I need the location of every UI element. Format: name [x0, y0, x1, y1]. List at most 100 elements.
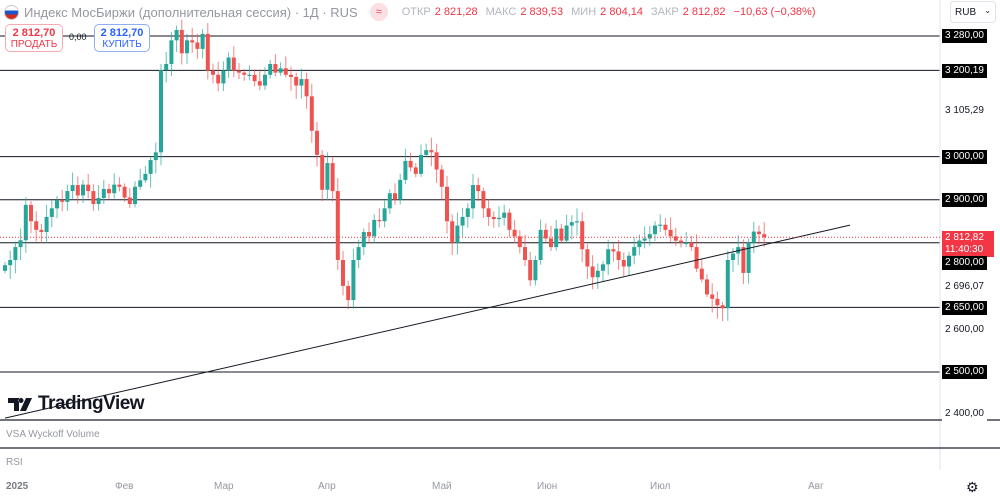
candle-body — [580, 221, 585, 250]
candle — [278, 62, 283, 76]
candle-body — [159, 70, 163, 153]
candle-body — [278, 68, 283, 73]
symbol-title[interactable]: Индекс МосБиржи (дополнительная сессия) … — [24, 4, 358, 20]
price-tick: 2 600,00 — [942, 323, 987, 337]
candle-body — [273, 64, 278, 73]
candle-body — [528, 260, 533, 281]
currency-select[interactable]: RUB ⌄ — [950, 1, 996, 23]
open-value: 2 821,28 — [434, 6, 478, 18]
candle-body — [679, 240, 683, 243]
candle — [138, 168, 143, 190]
candle-body — [122, 186, 127, 198]
candle-body — [762, 234, 767, 238]
rsi-pane-label[interactable]: RSI — [6, 457, 23, 468]
candle-body — [725, 260, 730, 309]
price-label-3200: 3 200,19 — [942, 64, 987, 78]
candle-body — [169, 40, 174, 65]
candle-body — [611, 249, 616, 252]
candle — [179, 19, 184, 65]
close-value: 2 812,82 — [682, 6, 726, 18]
candle — [382, 200, 387, 228]
candle — [627, 251, 631, 276]
candle — [315, 122, 319, 167]
candle — [533, 255, 538, 286]
candle-body — [65, 191, 70, 202]
candle — [668, 217, 673, 242]
candle — [679, 235, 683, 248]
currency-value: RUB — [955, 7, 977, 18]
candle-body — [543, 229, 548, 239]
candle — [242, 69, 247, 81]
candle — [8, 250, 13, 279]
candle-body — [335, 191, 340, 261]
candle-body — [429, 150, 434, 153]
candle — [153, 142, 158, 174]
trendline[interactable] — [4, 224, 851, 419]
candle — [512, 219, 517, 244]
candle — [361, 228, 366, 255]
candle-body — [512, 229, 517, 237]
candle-body — [465, 208, 470, 217]
candle-body — [705, 279, 709, 295]
sell-button[interactable]: 2 812,70 ПРОДАТЬ — [5, 24, 63, 52]
candle-body — [668, 229, 673, 237]
candle — [190, 27, 195, 53]
candle-body — [486, 208, 491, 217]
time-label: Май — [432, 481, 452, 492]
candle — [632, 237, 637, 265]
candle — [211, 63, 215, 84]
candle-body — [757, 231, 761, 235]
buy-button[interactable]: 2 812,70 КУПИТЬ — [94, 24, 150, 52]
candle-body — [23, 204, 28, 241]
candle-body — [491, 216, 496, 220]
gear-icon[interactable]: ⚙ — [966, 479, 979, 495]
candle — [174, 25, 179, 52]
candle-body — [642, 238, 647, 241]
candle — [746, 238, 751, 284]
candle-body — [91, 191, 96, 205]
candle-body — [44, 216, 49, 233]
candle-body — [533, 260, 538, 281]
candle-body — [18, 240, 23, 248]
candle — [465, 203, 470, 228]
candle — [247, 65, 252, 81]
price-label-2800: 2 800,00 — [942, 256, 987, 270]
candle-body — [60, 200, 65, 202]
candle-body — [299, 79, 304, 86]
candle-body — [81, 184, 85, 196]
candle — [762, 222, 767, 247]
candle-body — [601, 264, 605, 271]
price-label-2900: 2 900,00 — [942, 193, 987, 207]
candle — [689, 235, 694, 251]
candle — [86, 173, 91, 199]
candle-body — [107, 188, 111, 194]
candle — [658, 214, 663, 233]
candle — [195, 33, 200, 59]
spread-value: 0,00 — [69, 32, 87, 42]
candle — [200, 29, 205, 59]
candle — [341, 250, 345, 296]
tradingview-logo-icon — [8, 398, 32, 411]
session-badge-icon[interactable]: ≈ — [369, 3, 388, 21]
candle — [647, 225, 652, 246]
candle-body — [283, 68, 288, 75]
candle-body — [49, 208, 54, 217]
time-label: Авг — [808, 481, 824, 492]
candle-body — [315, 130, 319, 155]
candle-body — [658, 224, 663, 226]
candle — [694, 234, 699, 273]
candle-body — [133, 186, 137, 205]
candle-body — [393, 193, 397, 200]
candle — [621, 252, 626, 276]
candle-body — [549, 238, 553, 248]
candle — [283, 56, 288, 78]
candle-body — [195, 42, 200, 49]
volume-pane-label[interactable]: VSA Wyckoff Volume — [6, 429, 100, 440]
candle — [585, 244, 590, 279]
change-value: −10,63 (−0,38%) — [733, 6, 816, 18]
candle-body — [647, 234, 652, 239]
candle — [60, 189, 65, 212]
candle-body — [575, 221, 579, 223]
candle-body — [632, 247, 637, 256]
